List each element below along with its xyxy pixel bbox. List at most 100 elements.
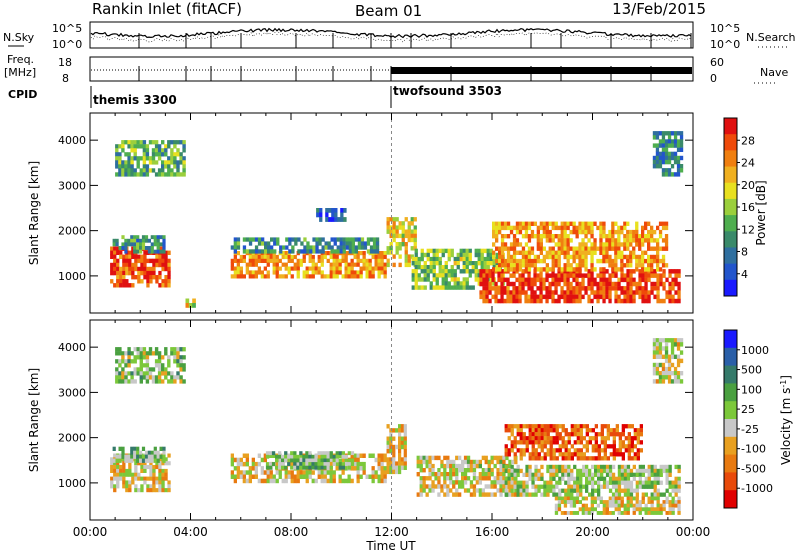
power-cell <box>590 290 594 295</box>
power-cell <box>332 266 336 271</box>
power-cell <box>417 265 421 270</box>
velocity-cell <box>326 451 330 456</box>
power-cell <box>661 258 666 264</box>
power-cell <box>118 156 122 161</box>
power-cell <box>617 267 621 272</box>
power-cell <box>498 246 502 251</box>
power-cell <box>641 298 645 304</box>
velocity-cell <box>549 468 553 474</box>
velocity-cell <box>323 465 327 470</box>
nave-label: Nave <box>760 66 788 79</box>
velocity-cell <box>635 472 639 477</box>
power-cell <box>380 258 384 263</box>
velocity-cell <box>159 446 163 451</box>
velocity-cell <box>644 511 648 515</box>
power-cell <box>614 286 618 291</box>
velocity-cell <box>576 436 580 441</box>
power-cell <box>498 263 502 268</box>
velocity-cell <box>591 472 595 477</box>
velocity-cell <box>609 444 613 449</box>
velocity-cell <box>546 452 550 457</box>
velocity-cell <box>549 484 553 489</box>
velocity-cell <box>567 464 571 470</box>
velocity-cell <box>125 484 129 489</box>
power-cell <box>644 281 648 287</box>
velocity-cell <box>600 432 604 437</box>
power-cell <box>632 298 636 304</box>
velocity-cell <box>275 478 279 484</box>
power-cell <box>659 298 663 304</box>
velocity-cell <box>585 472 589 477</box>
velocity-cell <box>317 470 321 475</box>
power-region <box>386 217 417 268</box>
velocity-cell <box>525 480 529 485</box>
velocity-cell <box>507 476 511 481</box>
power-cell <box>290 274 294 279</box>
power-cell <box>146 258 150 264</box>
velocity-cell <box>317 458 321 463</box>
velocity-cell <box>664 371 669 376</box>
velocity-cell <box>522 436 526 441</box>
velocity-cell <box>113 461 117 466</box>
power-cell <box>492 234 496 239</box>
power-cell <box>124 160 128 165</box>
velocity-cell <box>440 472 444 477</box>
power-cell <box>291 237 295 242</box>
power-cell <box>414 248 418 254</box>
velocity-cell <box>344 454 348 459</box>
velocity-cell <box>461 480 465 485</box>
velocity-cell <box>164 371 168 376</box>
velocity-cell <box>311 458 315 463</box>
velocity-cell <box>266 478 270 484</box>
power-cell <box>404 254 408 259</box>
power-cell <box>635 238 639 243</box>
power-cell <box>410 233 414 239</box>
power-cell <box>542 246 546 251</box>
velocity-cell <box>350 453 354 458</box>
velocity-cell <box>658 346 663 351</box>
power-cell <box>539 238 543 243</box>
velocity-cell <box>664 354 669 359</box>
velocity-cell <box>665 500 669 504</box>
power-cell <box>587 229 591 235</box>
power-cell <box>154 152 159 157</box>
power-cell <box>468 261 472 266</box>
power-cell <box>233 266 237 271</box>
velocity-cell <box>668 492 672 497</box>
velocity-cell <box>603 436 607 441</box>
velocity-cell <box>644 503 648 508</box>
velocity-cell <box>461 484 465 489</box>
velocity-cell <box>383 470 387 475</box>
velocity-cell <box>176 351 180 356</box>
velocity-cell <box>440 484 444 489</box>
velocity-cell <box>499 468 503 473</box>
velocity-cell <box>614 492 619 497</box>
power-colorbar-swatch <box>724 118 737 135</box>
power-cell <box>485 277 489 283</box>
power-cell <box>653 273 657 278</box>
power-cell <box>664 139 669 144</box>
velocity-cell <box>145 371 150 376</box>
power-cell <box>602 298 606 304</box>
power-cell <box>551 221 555 226</box>
velocity-cell <box>507 448 511 453</box>
velocity-cell <box>573 432 577 437</box>
velocity-cell <box>594 444 598 449</box>
power-cell <box>392 254 396 259</box>
velocity-cell <box>510 468 514 474</box>
velocity-cell <box>403 457 407 462</box>
power-cell <box>173 140 177 145</box>
power-cell <box>664 242 669 247</box>
velocity-cell <box>606 436 610 441</box>
velocity-cell <box>398 457 402 462</box>
velocity-cell <box>161 484 165 489</box>
power-cell <box>500 290 504 295</box>
velocity-cell <box>449 476 453 481</box>
velocity-cell <box>623 480 628 485</box>
velocity-cell <box>644 468 648 474</box>
velocity-cell <box>458 463 462 469</box>
velocity-cell <box>504 468 508 474</box>
velocity-region <box>112 446 166 463</box>
velocity-cell <box>239 474 243 479</box>
power-cell <box>383 262 387 267</box>
